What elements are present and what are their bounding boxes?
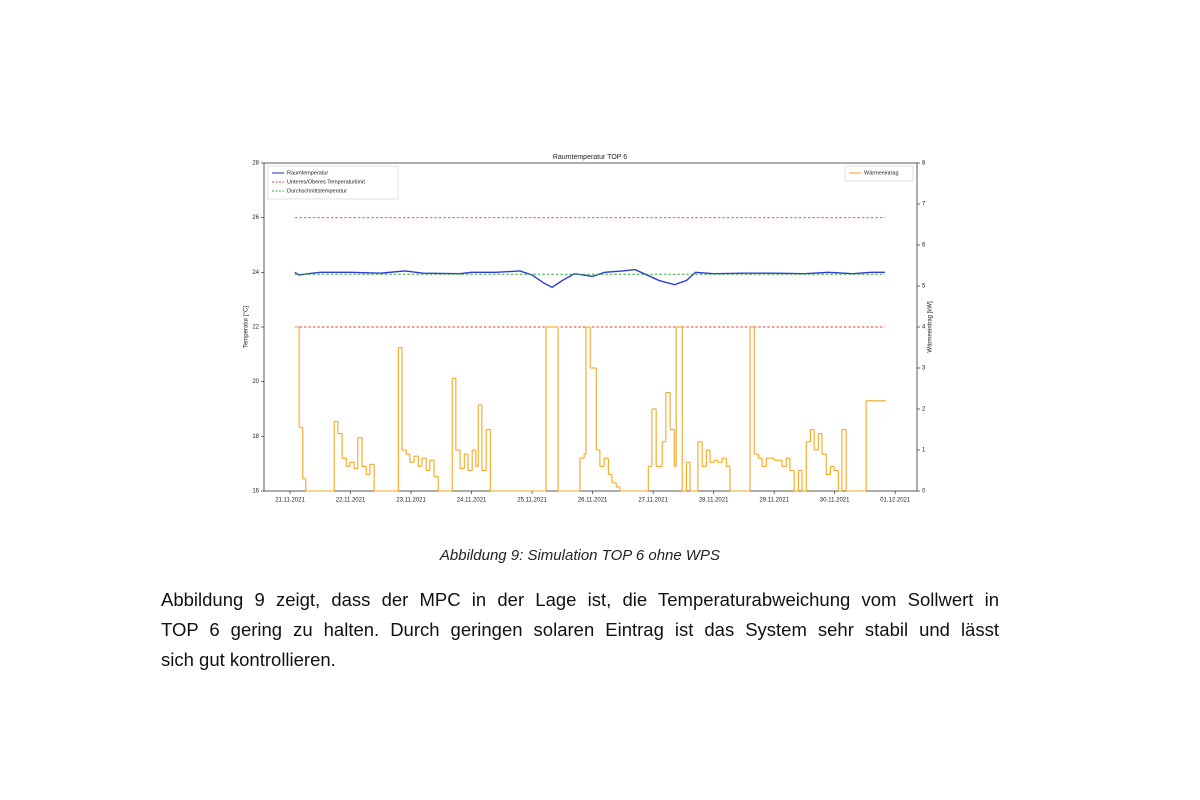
x-tick-label: 29.11.2021: [759, 498, 789, 504]
text-line: TOP 6 gering zu halten. Durch geringen s…: [161, 619, 999, 640]
y2-tick-label: 0: [922, 489, 926, 495]
body-text: Abbildung 9 zeigt, dass der MPC in der L…: [161, 585, 999, 675]
x-tick-label: 22.11.2021: [336, 498, 366, 504]
chart: Raumtemperatur TOP 6 Temperatur [°C] Wär…: [244, 154, 934, 504]
chart-title: Raumtemperatur TOP 6: [553, 154, 627, 161]
legend-label: Unteres/Oberes Temperaturlimit: [287, 179, 365, 185]
y2-tick-label: 4: [922, 325, 926, 331]
x-tick-label: 26.11.2021: [578, 498, 608, 504]
y-tick-label: 28: [252, 161, 259, 167]
x-tick-label: 01.12.2021: [880, 498, 911, 504]
x-tick-label: 21.11.2021: [275, 498, 305, 504]
y-tick-label: 24: [252, 270, 259, 276]
y2-axis-label: Wärmeeintrag [kW]: [928, 301, 934, 353]
y2-tick-label: 7: [922, 202, 926, 208]
y-tick-label: 20: [252, 379, 259, 385]
y2-tick-label: 8: [922, 161, 926, 167]
x-tick-label: 24.11.2021: [457, 498, 487, 504]
text-line: sich gut kontrollieren.: [161, 649, 336, 670]
x-tick-label: 23.11.2021: [396, 498, 426, 504]
series-line: [294, 268, 885, 289]
y-tick-label: 18: [252, 434, 259, 440]
figure-caption: Abbildung 9: Simulation TOP 6 ohne WPS: [439, 547, 721, 564]
series-line: [294, 217, 885, 328]
x-tick-label: 28.11.2021: [699, 498, 729, 504]
x-tick-label: 30.11.2021: [820, 498, 850, 504]
legend-label: Wärmeeintrag: [864, 170, 899, 176]
y2-tick-label: 3: [922, 366, 926, 372]
text-line: Abbildung 9 zeigt, dass der MPC in der L…: [161, 589, 999, 610]
legend-box: [267, 165, 399, 200]
x-tick-label: 27.11.2021: [638, 498, 668, 504]
y-tick-label: 16: [252, 489, 259, 495]
x-tick-label: 25.11.2021: [517, 498, 547, 504]
legend-box: [844, 165, 914, 182]
y2-tick-label: 6: [922, 243, 926, 249]
y-tick-label: 22: [252, 325, 259, 331]
legend-label: Durchschnittstemperatur: [287, 188, 347, 194]
y2-tick-label: 1: [922, 448, 926, 454]
y2-tick-label: 5: [922, 284, 926, 290]
y-axis-label: Temperatur [°C]: [244, 306, 250, 348]
y-tick-label: 26: [252, 215, 259, 221]
legend-label: Raumtemperatur: [287, 170, 328, 176]
y2-tick-label: 2: [922, 407, 926, 413]
